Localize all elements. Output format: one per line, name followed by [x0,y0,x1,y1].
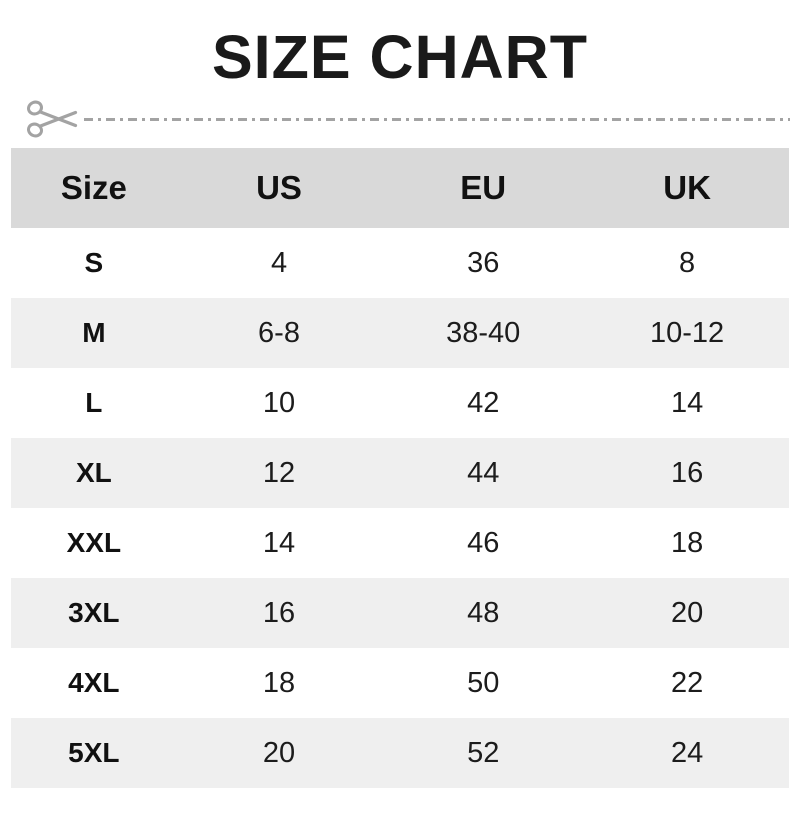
table-row-5xl: 5XL 20 52 24 [11,718,789,788]
uk-value: 24 [670,736,704,769]
eu-value: 48 [467,596,500,629]
uk-value: 14 [670,386,704,419]
eu-value: 52 [467,736,500,769]
uk-value: 22 [670,666,704,699]
us-value: 18 [262,666,296,699]
scissors-icon [27,100,78,138]
table-row-4xl: 4XL 18 50 22 [11,648,789,718]
uk-value: 8 [679,246,696,279]
size-table: Size US EU UK S 4 36 8 M 6-8 38-40 10-12… [11,148,789,788]
table-row-xxl: XXL 14 46 18 [11,508,789,578]
us-value: 6-8 [258,316,300,349]
size-label: S [84,247,104,278]
col-header-size: Size [11,148,177,228]
table-row-s: S 4 36 8 [11,228,789,298]
uk-value: 10-12 [649,316,725,349]
col-header-eu: EU [381,148,586,228]
col-header-us: US [176,148,382,228]
eu-value: 42 [467,386,500,419]
eu-value: 46 [467,526,500,559]
size-label: L [85,387,103,418]
size-chart-page: SIZE CHART Size US EU UK S 4 36 [0,27,800,827]
size-label: 5XL [68,737,120,768]
uk-value: 18 [670,526,704,559]
table-row-m: M 6-8 38-40 10-12 [11,298,789,368]
col-header-uk: UK [585,148,789,228]
eu-value: 38-40 [446,316,521,349]
cut-line [26,99,790,139]
eu-value: 50 [467,666,500,699]
table-row-3xl: 3XL 16 48 20 [11,578,789,648]
uk-value: 16 [670,456,704,489]
table-header-row: Size US EU UK [11,148,789,228]
table-row-l: L 10 42 14 [11,368,789,438]
us-value: 14 [262,526,296,559]
size-label: M [82,317,106,348]
us-value: 20 [262,736,296,769]
page-title: SIZE CHART [212,23,588,91]
size-label: 4XL [68,667,120,698]
us-value: 16 [262,596,296,629]
dashed-cut-rule [84,117,790,121]
us-value: 12 [262,456,296,489]
table-row-xl: XL 12 44 16 [11,438,789,508]
us-value: 4 [270,246,288,279]
size-label: XL [75,457,112,488]
us-value: 10 [262,386,296,419]
eu-value: 44 [467,456,500,489]
uk-value: 20 [670,596,704,629]
eu-value: 36 [467,246,500,279]
size-label: XXL [66,527,122,558]
size-label: 3XL [68,597,120,628]
